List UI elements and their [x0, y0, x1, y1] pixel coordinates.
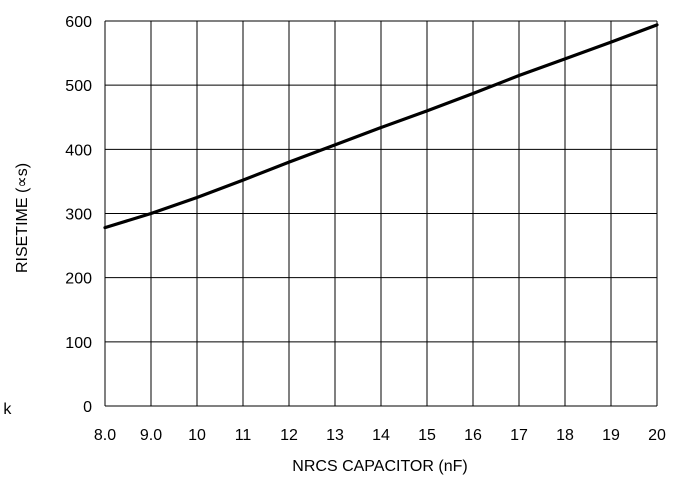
x-tick-label: 11 — [235, 427, 252, 444]
x-tick-label: 9.0 — [140, 427, 162, 444]
x-tick-label: 19 — [602, 427, 620, 444]
x-tick-label: 17 — [510, 427, 528, 444]
series-line-0 — [103, 23, 659, 230]
y-tick-label: 100 — [65, 335, 92, 352]
x-tick-label: 18 — [556, 427, 574, 444]
x-tick-label: 14 — [372, 427, 390, 444]
x-tick-label: 15 — [418, 427, 436, 444]
x-tick-label: 12 — [280, 427, 298, 444]
y-tick-label: 600 — [65, 14, 92, 31]
grid — [104, 20, 658, 407]
series — [103, 23, 659, 230]
x-tick-label: 13 — [326, 427, 344, 444]
x-tick-labels: 8.0 9.0 10 11 12 13 14 15 16 17 18 19 20 — [94, 427, 666, 444]
y-tick-label: 0 — [83, 399, 92, 416]
x-tick-label: 16 — [464, 427, 482, 444]
y-tick-labels: 0 100 200 300 400 500 600 — [65, 14, 92, 416]
x-tick-label: 8.0 — [94, 427, 116, 444]
x-tick-label: 20 — [648, 427, 666, 444]
x-axis-title: NRCS CAPACITOR (nF) — [292, 458, 467, 475]
left-edge-text: 0 k — [0, 401, 12, 418]
y-tick-label: 400 — [65, 142, 92, 159]
x-tick-label: 10 — [188, 427, 206, 444]
y-tick-label: 500 — [65, 78, 92, 95]
y-axis-title: RISETIME (∝s) — [14, 163, 31, 273]
y-tick-label: 300 — [65, 207, 92, 224]
y-tick-label: 200 — [65, 271, 92, 288]
